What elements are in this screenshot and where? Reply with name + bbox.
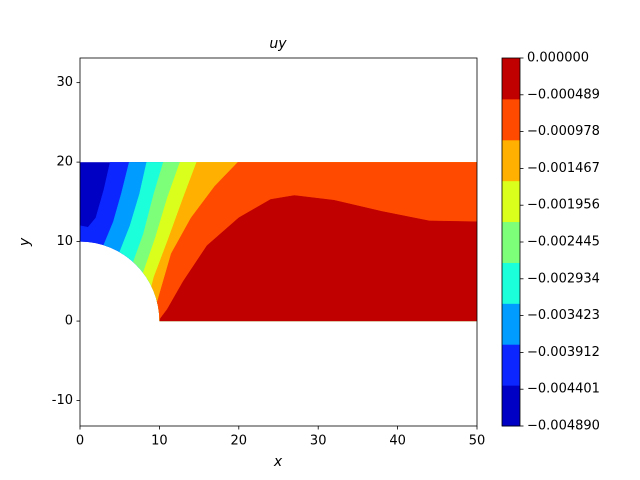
- x-tick-label: 50: [469, 434, 486, 449]
- colorbar-band: [502, 180, 520, 223]
- colorbar-band: [502, 262, 520, 304]
- y-tick-label: -10: [52, 393, 73, 408]
- contour-area: [80, 162, 477, 322]
- contour-band: [159, 195, 477, 322]
- x-axis-label: x: [273, 454, 283, 470]
- y-tick-label: 10: [56, 234, 73, 249]
- colorbar-band: [502, 221, 520, 263]
- colorbar-tick-label: −0.000978: [527, 124, 600, 139]
- y-tick-label: 30: [56, 75, 73, 90]
- colorbar-tick-label: 0.000000: [527, 51, 589, 66]
- y-tick-label: 20: [56, 155, 73, 170]
- colorbar-band: [502, 98, 520, 141]
- colorbar-tick-label: −0.003912: [527, 345, 600, 360]
- colorbar-band: [502, 385, 520, 427]
- colorbar-tick-label: −0.003423: [527, 308, 600, 323]
- colorbar-band: [502, 139, 520, 182]
- colorbar-tick-label: −0.002934: [527, 271, 600, 286]
- x-tick-label: 0: [76, 434, 84, 449]
- colorbar-tick-label: −0.001956: [527, 198, 600, 213]
- x-tick-label: 10: [151, 434, 168, 449]
- colorbar-tick-label: −0.004890: [527, 419, 600, 434]
- y-axis-label: y: [17, 237, 33, 247]
- colorbar-tick-label: −0.004401: [527, 382, 600, 397]
- x-tick-label: 20: [231, 434, 248, 449]
- x-tick-label: 30: [310, 434, 327, 449]
- colorbar-band: [502, 303, 520, 345]
- colorbar-band: [502, 344, 520, 386]
- x-tick-label: 40: [389, 434, 406, 449]
- colorbar-tick-label: −0.000489: [527, 87, 600, 102]
- colorbar-band: [502, 58, 520, 100]
- chart-title: uy: [269, 36, 287, 52]
- colorbar-tick-label: −0.002445: [527, 235, 600, 250]
- y-tick-label: 0: [65, 314, 73, 329]
- colorbar-tick-label: −0.001467: [527, 161, 600, 176]
